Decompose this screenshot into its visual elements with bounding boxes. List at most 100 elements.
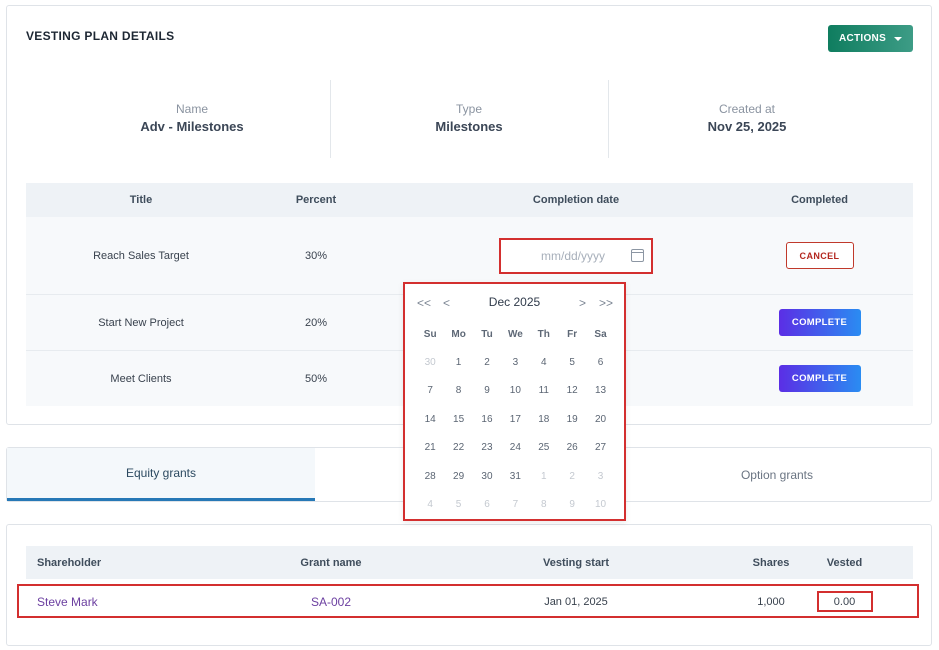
calendar-day[interactable]: 13	[594, 385, 607, 397]
calendar-day[interactable]: 4	[427, 499, 433, 511]
calendar-day[interactable]: 10	[594, 499, 607, 511]
calendar-day[interactable]: 9	[484, 385, 490, 397]
header-vested: Vested	[826, 556, 863, 569]
calendar-day[interactable]: 8	[455, 385, 462, 397]
calendar-day[interactable]: 27	[594, 442, 607, 454]
weekday-label: Mo	[451, 328, 466, 340]
calendar-day[interactable]: 6	[597, 356, 604, 368]
calendar-day[interactable]: 28	[424, 470, 436, 482]
year-label: 2025	[513, 295, 541, 309]
calendar-day[interactable]: 3	[597, 470, 604, 482]
calendar-day[interactable]: 6	[484, 499, 490, 511]
divider	[330, 80, 331, 158]
weekday-label: Fr	[567, 328, 578, 340]
complete-button[interactable]: COMPLETE	[778, 365, 861, 392]
calendar-day[interactable]: 1	[540, 470, 547, 482]
grant-name-link[interactable]: SA-002	[310, 594, 352, 609]
calendar-day[interactable]: 7	[512, 499, 519, 511]
calendar-day[interactable]: 30	[424, 356, 436, 368]
calendar-day[interactable]: 24	[509, 442, 521, 454]
caret-down-icon	[894, 36, 903, 41]
calendar-day[interactable]: 14	[424, 413, 436, 425]
weekday-label: Su	[423, 328, 437, 340]
summary-value: Milestones	[435, 119, 503, 134]
grants-header: Shareholder Grant name Vesting start Sha…	[26, 546, 913, 579]
calendar-day[interactable]: 11	[538, 385, 549, 397]
milestone-title: Meet Clients	[110, 372, 172, 385]
summary-name: Name Adv - Milestones	[53, 80, 331, 158]
tab-equity-grants[interactable]: Equity grants	[7, 448, 315, 501]
month-label: Dec	[488, 295, 511, 309]
calendar-day[interactable]: 16	[481, 413, 493, 425]
weekday-label: Th	[537, 328, 550, 340]
milestones-header: Title Percent Completion date Completed	[26, 183, 913, 217]
header-completion-date: Completion date	[532, 194, 620, 206]
summary-value: Adv - Milestones	[140, 119, 244, 134]
prev-month-button[interactable]: <	[443, 296, 451, 310]
calendar-icon[interactable]	[631, 248, 644, 262]
actions-button[interactable]: ACTIONS	[828, 25, 913, 52]
calendar-day[interactable]: 3	[512, 356, 519, 368]
header-vesting-start: Vesting start	[542, 556, 610, 569]
calendar-day[interactable]: 17	[509, 413, 521, 425]
summary-created: Created at Nov 25, 2025	[608, 80, 886, 158]
calendar-day[interactable]: 20	[594, 413, 607, 425]
calendar-day[interactable]: 23	[481, 442, 493, 454]
milestone-title: Start New Project	[98, 316, 184, 329]
table-row: Reach Sales Target 30% mm/dd/yyyy CANCEL	[26, 217, 913, 294]
calendar-day[interactable]: 12	[566, 385, 578, 397]
header-title: Title	[129, 194, 153, 206]
calendar-day[interactable]: 2	[484, 356, 490, 368]
grant-name-cell: SA-002	[216, 583, 446, 620]
tab-option-grants[interactable]: Option grants	[740, 467, 814, 482]
calendar-day[interactable]: 5	[569, 356, 575, 368]
date-placeholder: mm/dd/yyyy	[541, 248, 606, 263]
calendar-day[interactable]: 2	[569, 470, 575, 482]
month-year-label[interactable]: Dec 2025	[405, 295, 624, 309]
calendar-day[interactable]: 18	[538, 413, 550, 425]
cancel-button[interactable]: CANCEL	[785, 242, 854, 269]
next-month-button[interactable]: >	[579, 296, 587, 310]
calendar-day[interactable]: 29	[453, 470, 465, 482]
completed-cell: CANCEL	[726, 217, 913, 294]
calendar-day[interactable]: 19	[566, 413, 578, 425]
divider	[608, 80, 609, 158]
completion-date-cell: mm/dd/yyyy	[376, 217, 776, 294]
next-year-button[interactable]: >>	[599, 296, 614, 310]
calendar-day[interactable]: 25	[538, 442, 550, 454]
shareholder-cell: Steve Mark	[26, 583, 216, 620]
completion-date-input[interactable]: mm/dd/yyyy	[499, 237, 653, 274]
table-row: Steve Mark SA-002 Jan 01, 2025 1,000 0.0…	[26, 583, 913, 620]
vested-cell: 0.00	[776, 583, 913, 620]
calendar-day[interactable]: 7	[427, 385, 433, 397]
summary-label: Type	[455, 102, 482, 116]
calendar-day[interactable]: 26	[566, 442, 578, 454]
milestone-title: Reach Sales Target	[93, 249, 189, 262]
calendar-day[interactable]: 1	[455, 356, 462, 368]
calendar-day[interactable]: 21	[424, 442, 436, 454]
calendar-day[interactable]: 31	[509, 470, 521, 482]
header-shares: Shares	[752, 556, 790, 569]
complete-button[interactable]: COMPLETE	[778, 309, 861, 336]
equity-grants-card: Shareholder Grant name Vesting start Sha…	[6, 524, 932, 646]
calendar-day[interactable]: 10	[509, 385, 521, 397]
calendar-grid: Su Mo Tu We Th Fr Sa 30 1 2 3 4 5 6 7 8 9 10 11 12 13 14 15 16 1…	[416, 320, 615, 519]
calendar-day[interactable]: 9	[569, 499, 575, 511]
section-title: VESTING PLAN DETAILS	[26, 29, 175, 43]
shareholder-link[interactable]: Steve Mark	[37, 594, 98, 609]
date-picker-header: << < Dec 2025 > >>	[405, 284, 624, 320]
calendar-day[interactable]: 5	[455, 499, 462, 511]
header-shareholder: Shareholder	[37, 556, 102, 569]
header-grant-name: Grant name	[300, 556, 362, 569]
summary-value: Nov 25, 2025	[707, 119, 787, 134]
calendar-day[interactable]: 22	[453, 442, 465, 454]
milestone-percent: 50%	[304, 372, 328, 385]
calendar-day[interactable]: 15	[453, 413, 465, 425]
summary-type: Type Milestones	[330, 80, 608, 158]
prev-year-button[interactable]: <<	[417, 296, 432, 310]
weekday-label: Sa	[594, 328, 607, 340]
calendar-day[interactable]: 4	[540, 356, 547, 368]
calendar-day[interactable]: 30	[481, 470, 493, 482]
vesting-start-value: Jan 01, 2025	[544, 595, 608, 608]
calendar-day[interactable]: 8	[540, 499, 547, 511]
